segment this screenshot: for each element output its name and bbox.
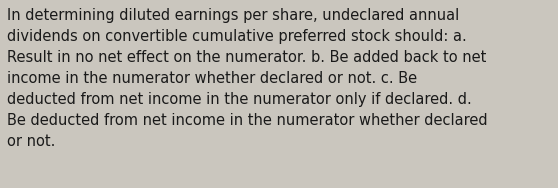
Text: In determining diluted earnings per share, undeclared annual
dividends on conver: In determining diluted earnings per shar… <box>7 8 487 149</box>
